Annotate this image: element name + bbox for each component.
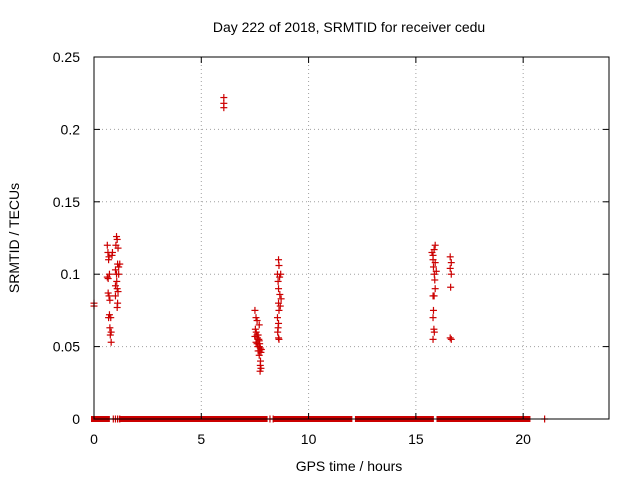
data-point	[274, 277, 282, 285]
data-point	[275, 285, 283, 293]
data-point	[106, 296, 114, 304]
data-point	[253, 317, 261, 325]
chart-title: Day 222 of 2018, SRMTID for receiver ced…	[213, 19, 485, 35]
x-tick-label: 0	[90, 431, 98, 447]
grid	[94, 57, 609, 419]
tick-labels: 0 5 10 15 20 0 0.05 0.1 0.15 0.2 0.25	[53, 49, 531, 447]
data-point	[107, 338, 115, 346]
y-tick-label: 0.05	[53, 339, 80, 355]
data-point	[106, 331, 114, 339]
data-point	[103, 241, 111, 249]
data-point	[275, 306, 283, 314]
data-point	[113, 235, 121, 243]
data-point	[113, 304, 121, 312]
data-point	[431, 276, 439, 284]
data-point	[447, 270, 455, 278]
data-point	[108, 251, 116, 259]
data-point	[446, 334, 454, 342]
data-point	[447, 259, 455, 267]
data-point	[431, 285, 439, 293]
y-tick-label: 0.1	[61, 266, 81, 282]
data-point	[105, 314, 113, 322]
x-tick-label: 5	[197, 431, 205, 447]
data-point	[276, 290, 284, 298]
data-point	[430, 246, 438, 254]
data-point	[431, 241, 439, 249]
data-point	[429, 306, 437, 314]
plot-frame	[93, 56, 610, 420]
data-point	[447, 283, 455, 291]
data-markers	[90, 94, 549, 423]
data-point	[275, 262, 283, 270]
data-point	[255, 321, 263, 329]
data-point	[447, 335, 455, 343]
data-point	[431, 259, 439, 267]
data-point	[111, 292, 119, 300]
data-point	[277, 270, 285, 278]
data-point	[275, 335, 283, 343]
data-point	[115, 270, 123, 278]
data-point	[106, 324, 114, 332]
x-tick-label: 10	[301, 431, 317, 447]
data-point	[220, 104, 228, 112]
axis-ticks	[93, 56, 609, 420]
x-tick-label: 20	[515, 431, 531, 447]
y-tick-label: 0.25	[53, 49, 80, 65]
data-point	[276, 302, 284, 310]
data-point	[429, 314, 437, 322]
data-point	[446, 253, 454, 261]
data-point	[256, 367, 264, 375]
data-point	[104, 275, 112, 283]
data-point	[113, 277, 121, 285]
x-tick-label: 15	[408, 431, 424, 447]
data-point	[273, 314, 281, 322]
data-point	[255, 351, 263, 359]
data-point	[104, 289, 112, 297]
data-point	[429, 263, 437, 271]
data-point	[251, 306, 259, 314]
data-point	[105, 253, 113, 261]
y-axis-label: SRMTID / TECUs	[6, 183, 22, 293]
data-point	[446, 264, 454, 272]
data-point	[103, 273, 111, 281]
data-point	[277, 295, 285, 303]
y-tick-label: 0	[72, 411, 80, 427]
data-point	[252, 338, 260, 346]
data-point	[430, 292, 438, 300]
x-axis-label: GPS time / hours	[296, 458, 403, 474]
data-point	[430, 328, 438, 336]
data-point	[111, 266, 119, 274]
data-point	[114, 244, 122, 252]
y-tick-label: 0.2	[61, 121, 81, 137]
data-point	[114, 288, 122, 296]
data-point	[274, 328, 282, 336]
y-tick-label: 0.15	[53, 194, 80, 210]
data-point	[429, 335, 437, 343]
